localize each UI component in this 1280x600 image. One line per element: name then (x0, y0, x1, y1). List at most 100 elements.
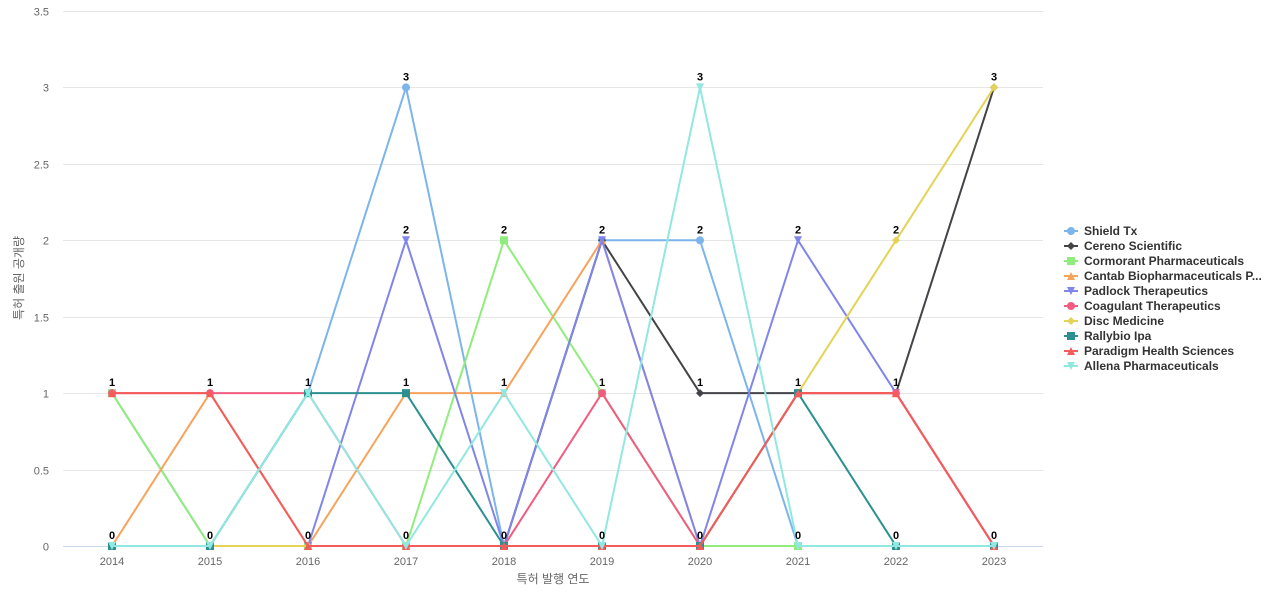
legend-label: Padlock Therapeutics (1084, 284, 1208, 298)
x-tick-label: 2016 (296, 556, 320, 568)
data-point (206, 389, 214, 398)
legend-item[interactable]: Allena Pharmaceuticals (1064, 359, 1219, 373)
legend-label: Cereno Scientific (1084, 239, 1182, 253)
y-tick-label: 3.5 (34, 7, 49, 19)
data-label: 0 (207, 530, 213, 542)
y-tick-label: 2 (43, 236, 49, 248)
legend-item[interactable]: Padlock Therapeutics (1064, 284, 1208, 298)
x-tick-label: 2021 (786, 556, 810, 568)
y-axis-ticks: 0 0.5 1 1.5 2 2.5 3 3.5 (34, 7, 49, 554)
data-point (500, 542, 508, 550)
data-point (598, 542, 606, 550)
data-label: 2 (795, 224, 801, 236)
data-point (794, 542, 802, 550)
data-point (402, 236, 410, 245)
data-point (794, 236, 802, 245)
legend-marker (1067, 362, 1075, 370)
x-axis-title: 특허 발행 연도 (517, 571, 590, 586)
legend-label: Shield Tx (1084, 224, 1138, 238)
legend-marker (1067, 242, 1075, 250)
data-label: 0 (599, 530, 605, 542)
data-label: 1 (697, 377, 703, 389)
data-label: 1 (893, 377, 899, 389)
data-label: 0 (305, 530, 311, 542)
legend-item[interactable]: Cereno Scientific (1064, 239, 1182, 253)
x-tick-label: 2014 (100, 556, 124, 568)
data-label: 0 (893, 530, 899, 542)
data-point (108, 389, 116, 398)
legend-label: Allena Pharmaceuticals (1084, 359, 1219, 373)
data-label: 0 (403, 530, 409, 542)
data-label: 3 (991, 71, 997, 83)
legend-marker (1067, 227, 1075, 235)
x-tick-label: 2018 (492, 556, 516, 568)
data-label: 1 (599, 377, 605, 389)
data-point (696, 542, 704, 550)
data-label: 2 (893, 224, 899, 236)
data-label: 0 (697, 530, 703, 542)
data-point (990, 542, 998, 550)
data-point (598, 236, 606, 245)
y-axis-title: 특허 출원 공개량 (12, 236, 26, 320)
legend-label: Coagulant Therapeutics (1084, 299, 1221, 313)
legend-label: Disc Medicine (1084, 314, 1164, 328)
legend-marker (1067, 302, 1075, 310)
legend-marker (1067, 272, 1075, 280)
x-axis-ticks: 2014 2015 2016 2017 2018 2019 2020 2021 2022 2023 (100, 556, 1006, 568)
data-point (402, 83, 410, 92)
data-label: 1 (207, 377, 213, 389)
x-tick-label: 2015 (198, 556, 222, 568)
data-point (990, 83, 998, 92)
legend-item[interactable]: Disc Medicine (1064, 314, 1164, 328)
legend-item[interactable]: Rallybio Ipa (1064, 329, 1152, 343)
x-tick-label: 2020 (688, 556, 712, 568)
data-label: 2 (697, 224, 703, 236)
data-point (892, 542, 900, 550)
legend-marker (1067, 332, 1075, 340)
data-label: 0 (795, 530, 801, 542)
data-labels: 1 0 1 0 1 0 3 2 1 0 2 1 0 2 1 0 3 2 1 0 2 1 0 2 1 0 3 0 (109, 71, 997, 542)
data-label: 1 (109, 377, 115, 389)
data-label: 0 (991, 530, 997, 542)
legend-marker (1067, 257, 1075, 265)
data-label: 2 (403, 224, 409, 236)
y-tick-label: 2.5 (34, 160, 49, 172)
series-line (112, 86, 994, 547)
y-tick-label: 0.5 (34, 466, 49, 478)
data-point (696, 236, 704, 245)
series-allena-pharmaceuticals (108, 83, 998, 550)
data-point (206, 542, 214, 550)
data-label: 3 (697, 71, 703, 83)
x-tick-label: 2022 (884, 556, 908, 568)
x-tick-label: 2019 (590, 556, 614, 568)
legend-item[interactable]: Cormorant Pharmaceuticals (1064, 254, 1244, 268)
x-tick-label: 2017 (394, 556, 418, 568)
data-label: 1 (403, 377, 409, 389)
data-point (402, 542, 410, 550)
legend-label: Paradigm Health Sciences (1084, 344, 1234, 358)
data-point (304, 542, 312, 550)
y-tick-label: 1 (43, 389, 49, 401)
data-point (598, 389, 606, 398)
legend-item[interactable]: Cantab Biopharmaceuticals P... (1064, 269, 1262, 283)
data-label: 0 (109, 530, 115, 542)
data-point (402, 389, 410, 398)
legend-item[interactable]: Shield Tx (1064, 224, 1138, 238)
legend-item[interactable]: Paradigm Health Sciences (1064, 344, 1234, 358)
y-tick-label: 1.5 (34, 313, 49, 325)
data-point (108, 542, 116, 550)
legend-item[interactable]: Coagulant Therapeutics (1064, 299, 1221, 313)
data-label: 1 (305, 377, 311, 389)
y-tick-label: 0 (43, 542, 49, 554)
legend-label: Cantab Biopharmaceuticals P... (1084, 269, 1262, 283)
data-point (696, 389, 704, 398)
data-label: 1 (501, 377, 507, 389)
data-point (500, 236, 508, 245)
data-point (304, 389, 312, 398)
data-label: 2 (599, 224, 605, 236)
data-point (794, 389, 802, 398)
legend-marker (1067, 347, 1075, 355)
data-label: 3 (403, 71, 409, 83)
legend-label: Rallybio Ipa (1084, 329, 1152, 343)
